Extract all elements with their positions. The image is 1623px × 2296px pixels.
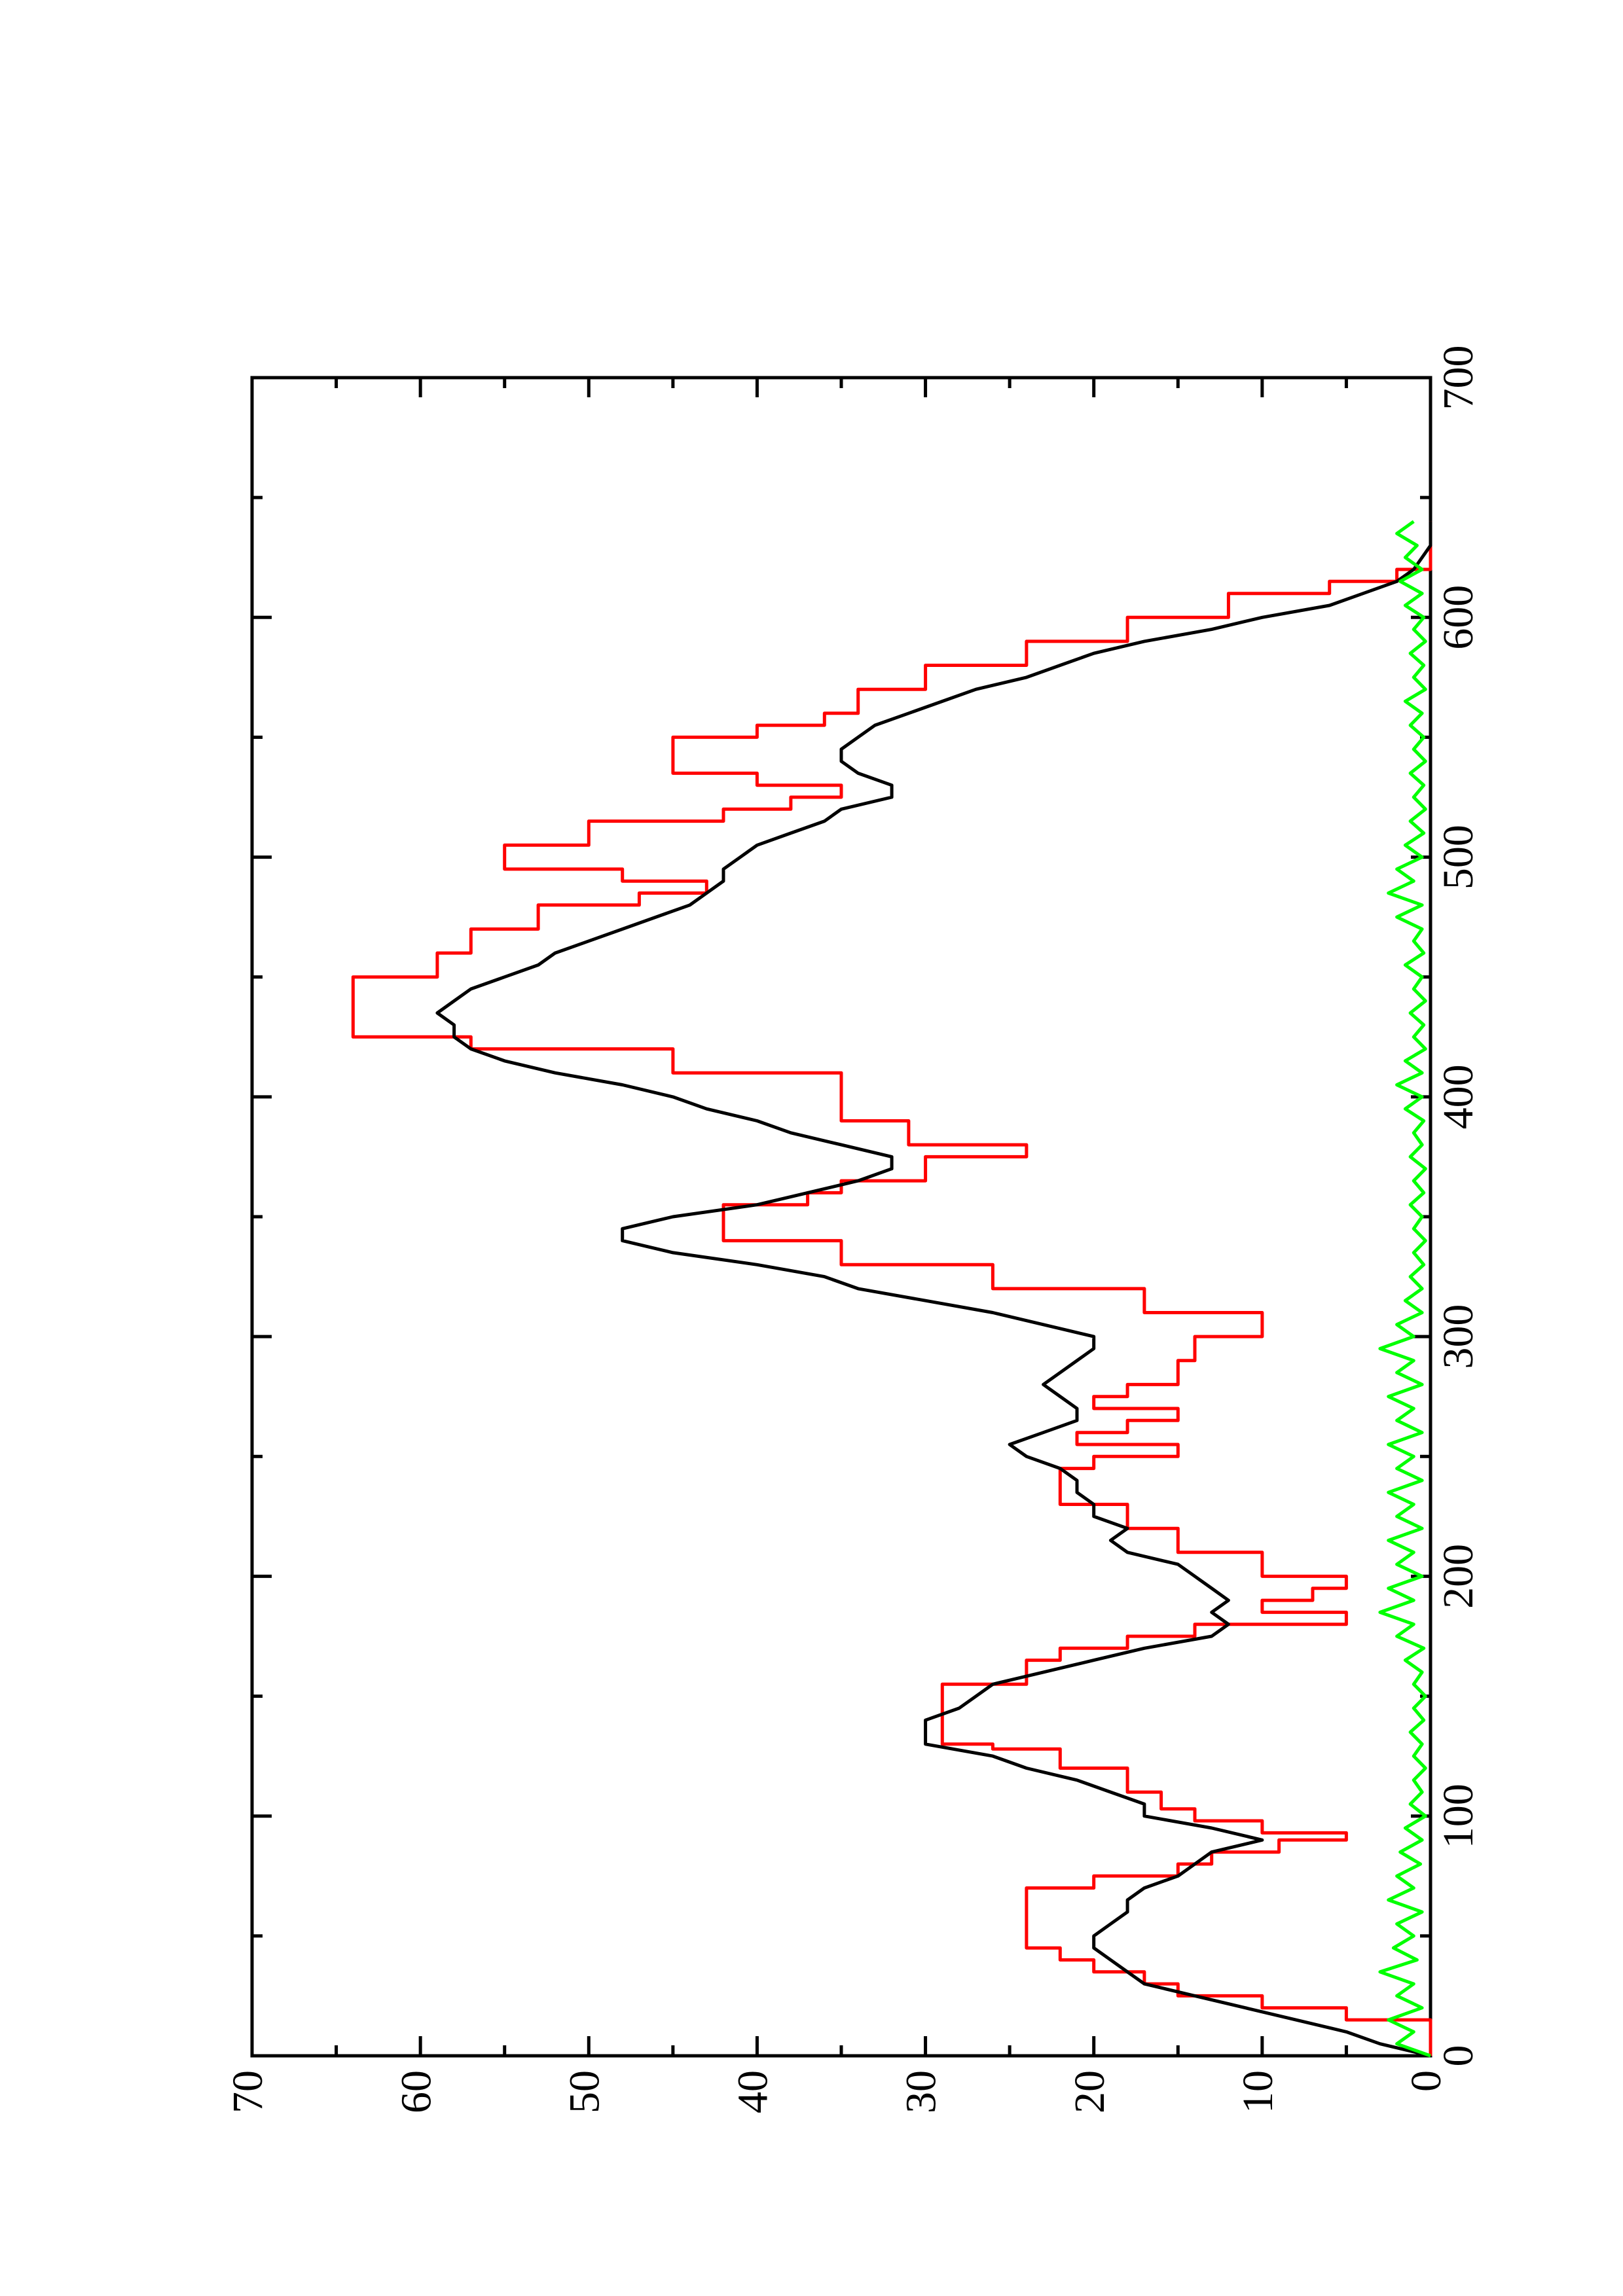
series-line-1 xyxy=(351,521,1432,2056)
series-line-3 xyxy=(1378,520,1431,2058)
y-tick-label: 30 xyxy=(898,2070,945,2113)
y-tick-label: 60 xyxy=(392,2070,440,2113)
y-tick-label: 10 xyxy=(1234,2070,1282,2113)
y-tick-label: 20 xyxy=(1066,2070,1114,2113)
plot-frame xyxy=(250,376,1432,2058)
x-tick-label: 0 xyxy=(1434,2045,1482,2067)
series-line-2 xyxy=(435,521,1432,2058)
x-tick-label: 500 xyxy=(1434,825,1482,889)
y-tick-label: 0 xyxy=(1402,2070,1450,2092)
series-group xyxy=(351,520,1432,2058)
y-tick-label: 70 xyxy=(224,2070,272,2113)
x-tick-label: 300 xyxy=(1434,1304,1482,1369)
axis-ticks xyxy=(250,376,1432,2058)
y-tick-label: 50 xyxy=(560,2070,608,2113)
x-tick-label: 700 xyxy=(1434,346,1482,410)
x-tick-label: 100 xyxy=(1434,1784,1482,1848)
x-tick-label: 400 xyxy=(1434,1064,1482,1129)
y-tick-label: 40 xyxy=(729,2070,777,2113)
x-tick-label: 600 xyxy=(1434,585,1482,650)
x-tick-label: 200 xyxy=(1434,1544,1482,1609)
axis-tick-labels: 0 100 200 300 400 500 600 700 0 10 20 30 40 50 60 70 xyxy=(224,346,1482,2114)
